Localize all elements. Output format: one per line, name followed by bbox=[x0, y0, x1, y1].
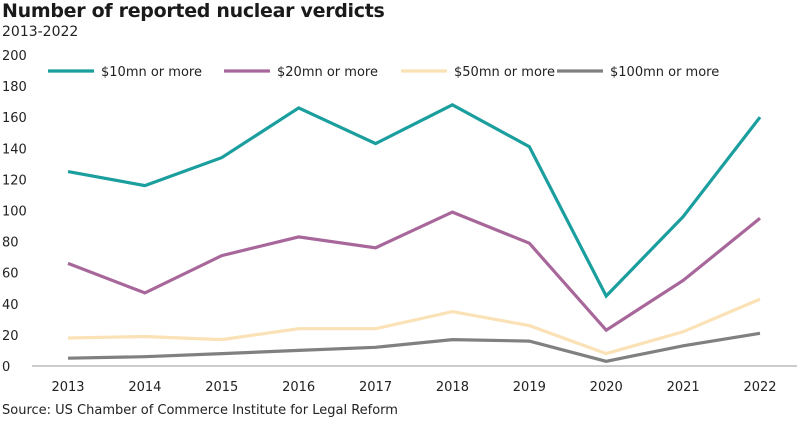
x-axis: 2013 2014 2015 2016 2017 2018 2019 2020 2021 2022 bbox=[51, 380, 776, 395]
series-line-20mn-or-more bbox=[67, 210, 762, 333]
legend-label: $50mn or more bbox=[454, 65, 555, 80]
series-line-100mn-or-more bbox=[67, 331, 761, 363]
legend-item-100mn-or-more: $100mn or more bbox=[557, 65, 719, 80]
x-tick-label: 2019 bbox=[513, 380, 546, 395]
legend-item-20mn-or-more: $20mn or more bbox=[224, 65, 378, 80]
legend: $10mn or more $20mn or more $50mn or more $… bbox=[48, 65, 719, 80]
x-tick-label: 2020 bbox=[590, 380, 623, 395]
source-note: Source: US Chamber of Commerce Institute… bbox=[2, 403, 398, 418]
y-tick-label: 120 bbox=[2, 173, 27, 188]
x-tick-label: 2018 bbox=[436, 380, 469, 395]
y-tick-label: 20 bbox=[2, 329, 19, 344]
x-tick-label: 2015 bbox=[205, 380, 238, 395]
legend-label: $100mn or more bbox=[610, 65, 719, 80]
x-tick-label: 2016 bbox=[282, 380, 315, 395]
legend-item-10mn-or-more: $10mn or more bbox=[48, 65, 202, 80]
legend-label: $10mn or more bbox=[101, 65, 202, 80]
x-tick-label: 2021 bbox=[667, 380, 700, 395]
y-axis: 0 20 40 60 80 100 120 140 160 180 200 bbox=[2, 49, 27, 375]
legend-item-50mn-or-more: $50mn or more bbox=[401, 65, 555, 80]
x-tick-label: 2014 bbox=[128, 380, 161, 395]
y-tick-label: 100 bbox=[2, 205, 27, 220]
legend-label: $20mn or more bbox=[277, 65, 378, 80]
x-tick-label: 2017 bbox=[359, 380, 392, 395]
y-tick-label: 160 bbox=[2, 111, 27, 126]
chart-subtitle: 2013-2022 bbox=[2, 24, 79, 40]
y-tick-label: 80 bbox=[2, 236, 19, 251]
y-tick-label: 60 bbox=[2, 267, 19, 282]
y-tick-label: 180 bbox=[2, 80, 27, 95]
y-tick-label: 0 bbox=[2, 360, 10, 375]
chart-title: Number of reported nuclear verdicts bbox=[2, 0, 385, 22]
series-line-50mn-or-more bbox=[67, 297, 761, 356]
y-tick-label: 200 bbox=[2, 49, 27, 64]
series-lines bbox=[67, 102, 762, 363]
x-tick-label: 2022 bbox=[743, 380, 776, 395]
y-tick-label: 40 bbox=[2, 298, 19, 313]
y-tick-label: 140 bbox=[2, 142, 27, 157]
series-line-10mn-or-more bbox=[67, 102, 762, 299]
x-tick-label: 2013 bbox=[51, 380, 84, 395]
